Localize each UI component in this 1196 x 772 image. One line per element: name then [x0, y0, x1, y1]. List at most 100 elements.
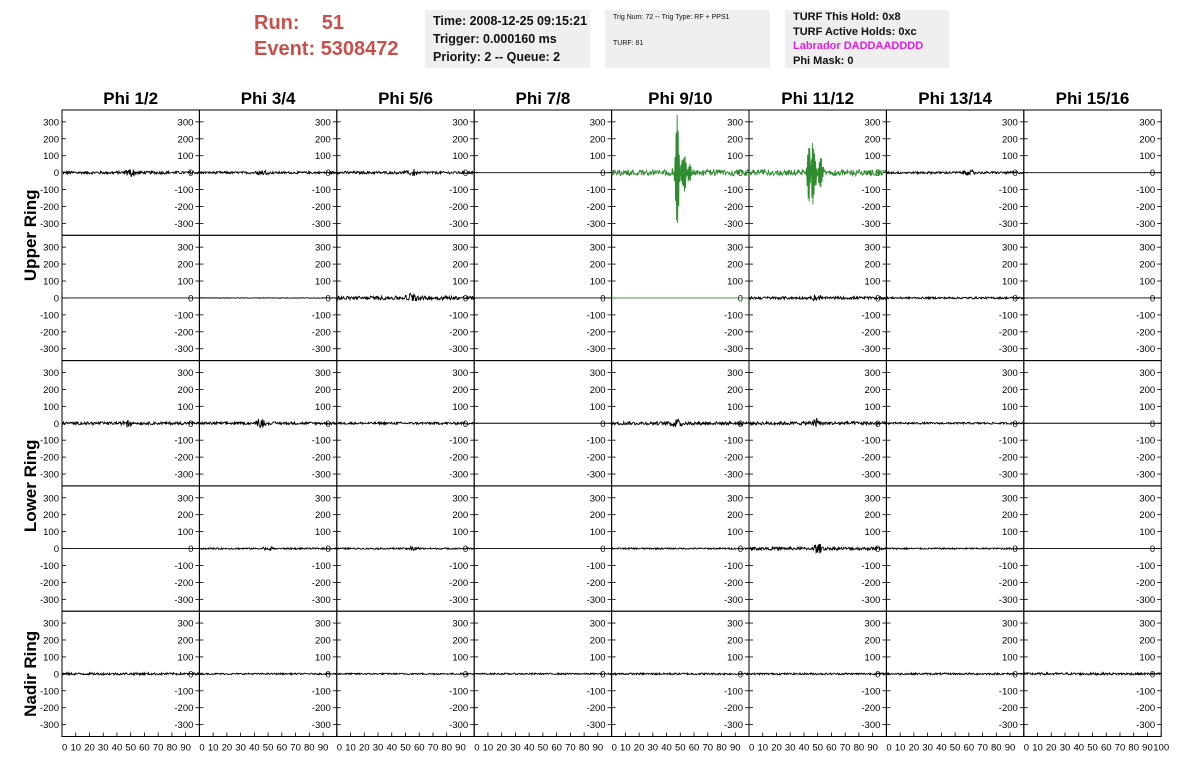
ytick-label: 300: [727, 117, 743, 128]
ytick-label: -200: [999, 578, 1018, 589]
ytick-label: 200: [1139, 385, 1155, 396]
trace-r2-c3: [336, 292, 475, 302]
ytick-label: -300: [312, 720, 331, 731]
column-header-4: Phi 7/8: [515, 89, 570, 108]
ytick-label: 300: [452, 493, 468, 504]
ytick-label: 300: [727, 619, 743, 630]
ytick-label: -100: [449, 185, 468, 196]
ytick-label: 0: [738, 168, 743, 179]
ytick-label: 0: [326, 293, 331, 304]
ytick-label: 100: [590, 277, 606, 288]
ytick-label: 0: [188, 419, 193, 430]
ytick-label: 0: [875, 669, 880, 680]
ytick-label: 0: [1150, 544, 1155, 555]
ytick-label: 0: [188, 293, 193, 304]
ytick-label: 100: [1139, 527, 1155, 538]
trace-r3-c5: [611, 418, 750, 428]
ytick-label: 200: [865, 510, 881, 521]
xtick-label: 20: [222, 743, 233, 754]
ytick-label: -100: [861, 185, 880, 196]
ytick-label: 300: [315, 117, 331, 128]
xtick-label: 70: [153, 743, 164, 754]
ytick-label: 100: [315, 277, 331, 288]
xtick-label: 20: [84, 743, 95, 754]
ytick-label: -100: [174, 310, 193, 321]
trace-r5-c6: [748, 671, 887, 677]
ytick-label: -100: [861, 310, 880, 321]
xtick-label: 80: [1128, 743, 1139, 754]
ytick-label: -300: [861, 720, 880, 731]
ytick-label: -100: [861, 686, 880, 697]
ytick-label: -100: [449, 310, 468, 321]
ytick-label: 100: [865, 652, 881, 663]
ytick-label: 200: [590, 385, 606, 396]
trace-r4-c2: [199, 546, 338, 552]
ytick-label: 100: [727, 277, 743, 288]
ytick-label: -200: [861, 453, 880, 464]
xtick-label: 90: [318, 743, 329, 754]
column-header-7: Phi 13/14: [918, 89, 992, 108]
ytick-label: 300: [865, 117, 881, 128]
xtick-label: 60: [1101, 743, 1112, 754]
ytick-label: 100: [1002, 527, 1018, 538]
xtick-label: 70: [840, 743, 851, 754]
ytick-label: -100: [1136, 436, 1155, 447]
ytick-label: 0: [600, 419, 605, 430]
trace-r3-c1: [61, 419, 200, 428]
ytick-label-left: -200: [40, 453, 59, 464]
xtick-label: 60: [964, 743, 975, 754]
ytick-label: -200: [449, 202, 468, 213]
xtick-label: 60: [551, 743, 562, 754]
xtick-label: 50: [812, 743, 823, 754]
ytick-label: 100: [1002, 652, 1018, 663]
ytick-label: -100: [1136, 561, 1155, 572]
turf-hold-text: TURF This Hold: 0x8: [793, 11, 901, 23]
ytick-label: 100: [178, 652, 194, 663]
run-event-block: Run: 51 Event: 5308472: [254, 10, 399, 62]
trace-r3-c7: [886, 421, 1024, 426]
ytick-label: 200: [178, 260, 194, 271]
ytick-label: 300: [865, 243, 881, 254]
ytick-label-left: -100: [40, 310, 59, 321]
ytick-label: -300: [449, 720, 468, 731]
ytick-label: 300: [178, 493, 194, 504]
xtick-label: 50: [125, 743, 136, 754]
xtick-label: 70: [428, 743, 439, 754]
row-label-3: Nadir Ring: [21, 631, 40, 717]
xtick-label: 0: [199, 743, 204, 754]
ytick-label: -200: [861, 703, 880, 714]
ytick-label: 100: [1139, 151, 1155, 162]
ytick-label: 300: [178, 619, 194, 630]
ytick-label: 300: [315, 368, 331, 379]
ytick-label: -300: [724, 595, 743, 606]
labrador-text: Labrador DADDAADDDD: [793, 40, 924, 52]
ytick-label: 200: [452, 134, 468, 145]
ytick-label: -200: [1136, 578, 1155, 589]
trace-r2-c7: [886, 295, 1025, 301]
xtick-label: 50: [263, 743, 274, 754]
xtick-label: 90: [455, 743, 466, 754]
ytick-label: -300: [587, 595, 606, 606]
ytick-label: -200: [724, 327, 743, 338]
xtick-label: 20: [634, 743, 645, 754]
xtick-label: 70: [565, 743, 576, 754]
xtick-label: 40: [249, 743, 260, 754]
ytick-label: 100: [178, 277, 194, 288]
xtick-label: 10: [895, 743, 906, 754]
xtick-label: 80: [991, 743, 1002, 754]
column-header-6: Phi 11/12: [781, 89, 854, 108]
ytick-label: 0: [1150, 168, 1155, 179]
xtick-label: 90: [593, 743, 604, 754]
ytick-label: -200: [1136, 703, 1155, 714]
ytick-label: -100: [174, 561, 193, 572]
ytick-label: 100: [1139, 402, 1155, 413]
ytick-label: -100: [587, 561, 606, 572]
trace-r5-c5: [611, 671, 750, 677]
ytick-label: 100: [590, 652, 606, 663]
xtick-label: 40: [112, 743, 123, 754]
ytick-label: 200: [452, 385, 468, 396]
ytick-label-left: -200: [40, 327, 59, 338]
xtick-label: 90: [1005, 743, 1016, 754]
ytick-label: 200: [452, 260, 468, 271]
xtick-label: 10: [620, 743, 631, 754]
